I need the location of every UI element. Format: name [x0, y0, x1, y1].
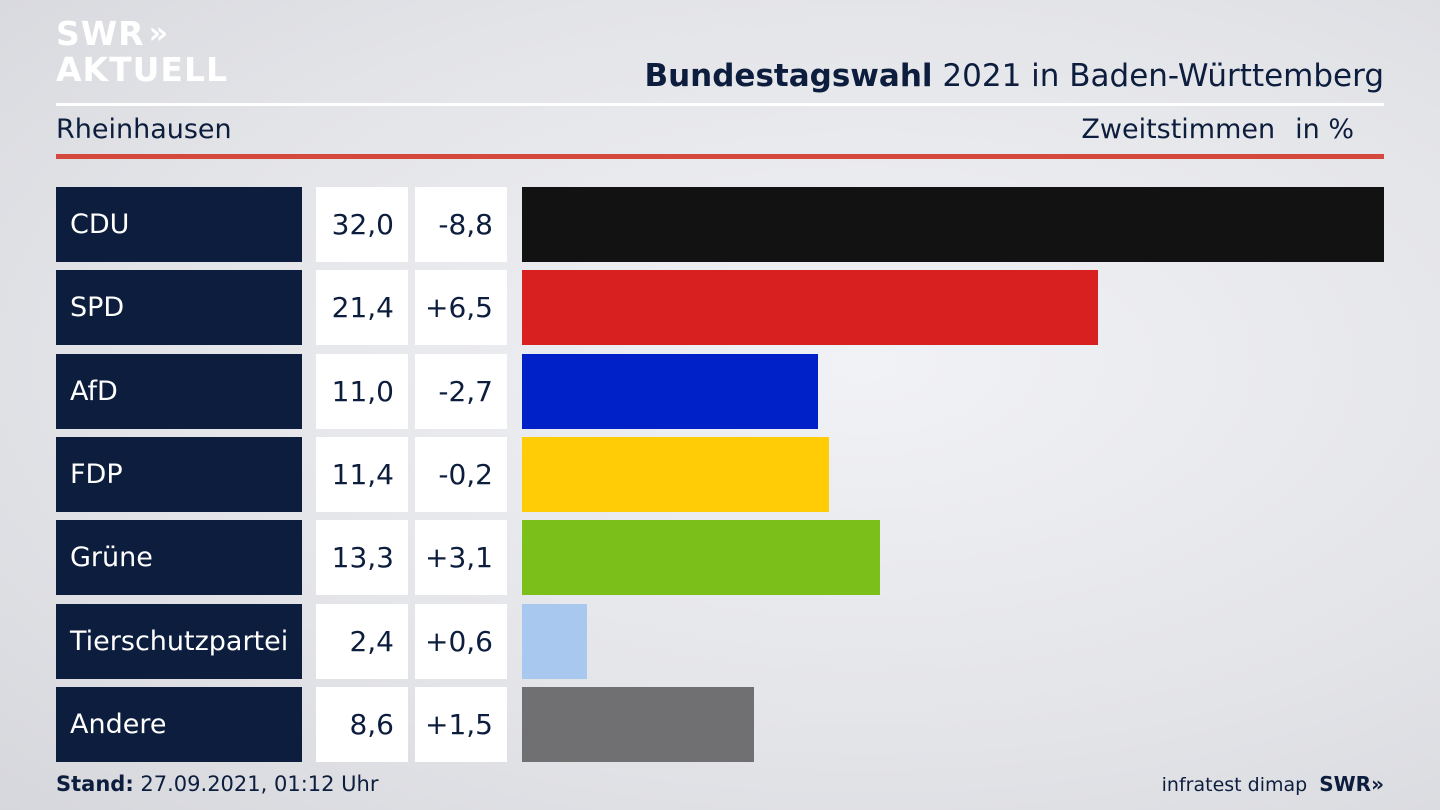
vote-change-value: +1,5 — [415, 686, 507, 762]
timestamp: Stand: 27.09.2021, 01:12 Uhr — [56, 772, 379, 796]
stand-label: Stand: — [56, 772, 134, 796]
title-rest: 2021 in Baden-Württemberg — [932, 58, 1384, 94]
result-row: Andere 8,6 +1,5 — [56, 686, 1384, 762]
vote-share-value: 11,4 — [316, 436, 408, 512]
page-title: Bundestagswahl 2021 in Baden-Württemberg — [644, 58, 1384, 94]
vote-change-value: -2,7 — [415, 353, 507, 429]
region-label: Rheinhausen — [56, 114, 232, 145]
logo-line2: AKTUELL — [56, 50, 229, 89]
unit-label: in % — [1295, 114, 1354, 145]
party-label: Grüne — [56, 520, 302, 596]
vote-change-value: -8,8 — [415, 187, 507, 262]
vote-share-value: 2,4 — [316, 603, 408, 679]
logo-chevron-icon: » — [148, 16, 169, 51]
result-bar — [522, 436, 830, 512]
logo-line1: SWR — [56, 14, 145, 53]
vote-change-value: +3,1 — [415, 520, 507, 596]
vote-change-value: +6,5 — [415, 270, 507, 346]
result-bar — [522, 686, 754, 762]
vote-share-value: 21,4 — [316, 270, 408, 346]
result-row: AfD 11,0 -2,7 — [56, 353, 1384, 429]
header-divider — [56, 103, 1384, 106]
source-credit: infratest dimap SWR» — [1162, 772, 1384, 796]
party-label: Andere — [56, 686, 302, 762]
party-label: AfD — [56, 353, 302, 429]
measure-label: Zweitstimmen in % — [1081, 114, 1354, 145]
result-row: SPD 21,4 +6,5 — [56, 270, 1384, 346]
source-label: infratest dimap — [1161, 774, 1308, 796]
vote-share-value: 8,6 — [316, 686, 408, 762]
result-row: FDP 11,4 -0,2 — [56, 436, 1384, 512]
vote-share-value: 11,0 — [316, 353, 408, 429]
party-label: Tierschutzpartei — [56, 603, 302, 679]
vote-change-value: +0,6 — [415, 603, 507, 679]
vote-share-value: 13,3 — [316, 520, 408, 596]
result-bar — [522, 187, 1384, 262]
result-row: Grüne 13,3 +3,1 — [56, 520, 1384, 596]
swr-brand: SWR» — [1319, 772, 1384, 796]
swr-aktuell-logo: SWR» AKTUELL — [56, 16, 228, 88]
party-label: SPD — [56, 270, 302, 346]
party-label: CDU — [56, 187, 302, 262]
result-bar — [522, 353, 819, 429]
measure-name: Zweitstimmen — [1081, 114, 1276, 145]
stand-value: 27.09.2021, 01:12 Uhr — [133, 772, 379, 796]
result-row: CDU 32,0 -8,8 — [56, 187, 1384, 262]
vote-change-value: -0,2 — [415, 436, 507, 512]
vote-share-value: 32,0 — [316, 187, 408, 262]
result-row: Tierschutzpartei 2,4 +0,6 — [56, 603, 1384, 679]
result-bar — [522, 270, 1099, 346]
result-bar — [522, 603, 587, 679]
accent-divider — [56, 154, 1384, 159]
party-label: FDP — [56, 436, 302, 512]
title-bold: Bundestagswahl — [644, 58, 933, 94]
result-bar — [522, 520, 881, 596]
